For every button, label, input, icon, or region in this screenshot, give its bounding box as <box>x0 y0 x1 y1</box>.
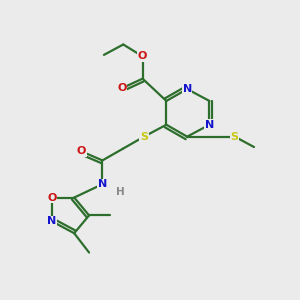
Text: S: S <box>231 132 239 142</box>
Text: N: N <box>47 216 56 226</box>
Text: O: O <box>47 193 57 202</box>
Text: O: O <box>138 51 147 62</box>
Text: H: H <box>116 187 125 196</box>
Text: N: N <box>182 84 192 94</box>
Text: O: O <box>117 82 127 93</box>
Text: O: O <box>77 146 86 157</box>
Text: S: S <box>140 132 148 142</box>
Text: N: N <box>98 179 107 189</box>
Text: N: N <box>205 120 214 130</box>
